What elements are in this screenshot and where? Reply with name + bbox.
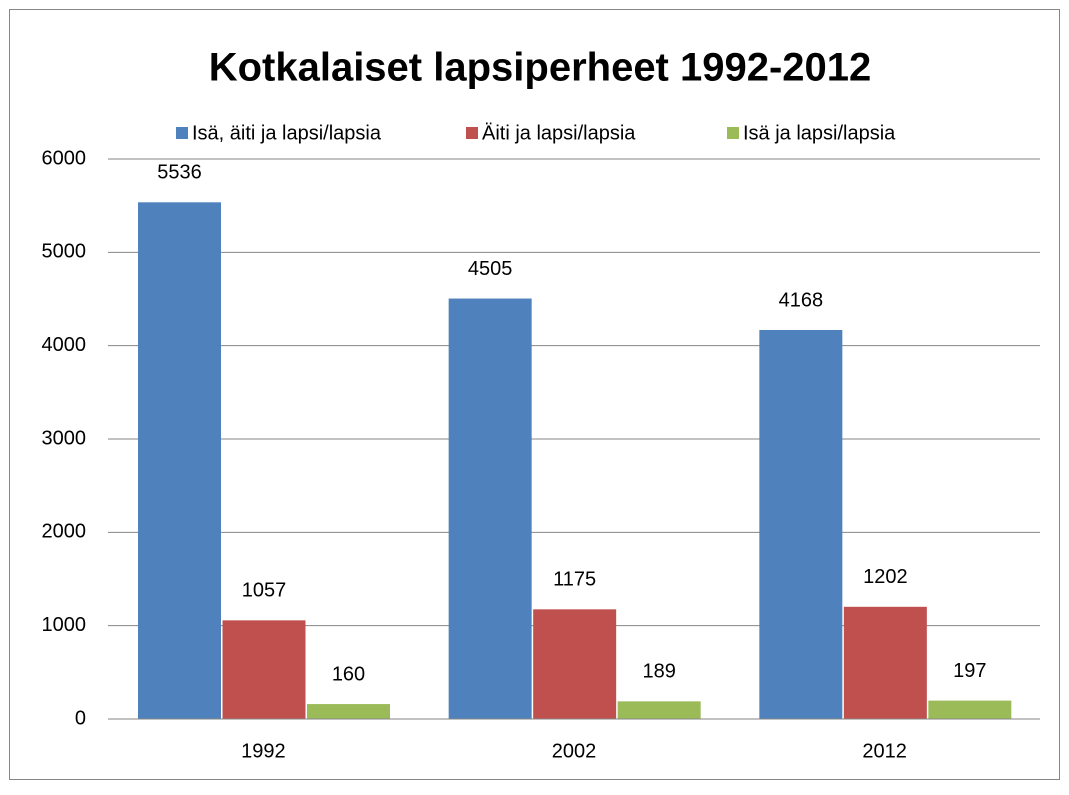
legend-swatch bbox=[466, 127, 478, 139]
legend-label: Äiti ja lapsi/lapsia bbox=[482, 122, 636, 144]
data-label: 1202 bbox=[863, 566, 908, 588]
y-tick-label: 2000 bbox=[42, 521, 87, 543]
bar bbox=[222, 620, 306, 719]
data-label: 5536 bbox=[157, 162, 202, 184]
bar bbox=[759, 329, 843, 719]
data-label: 189 bbox=[642, 661, 675, 683]
bar bbox=[533, 609, 617, 719]
data-label: 197 bbox=[953, 660, 986, 682]
data-label: 1057 bbox=[242, 580, 287, 602]
data-label: 160 bbox=[332, 663, 365, 685]
legend-label: Isä, äiti ja lapsi/lapsia bbox=[192, 122, 382, 144]
x-tick-label: 2012 bbox=[862, 740, 907, 762]
y-tick-label: 5000 bbox=[42, 241, 87, 263]
data-label: 4168 bbox=[779, 289, 824, 311]
bar bbox=[138, 202, 221, 720]
chart-title: Kotkalaiset lapsiperheet 1992-2012 bbox=[209, 46, 872, 90]
bar bbox=[843, 606, 927, 719]
bar bbox=[448, 298, 532, 719]
legend-swatch bbox=[727, 127, 739, 139]
bar bbox=[617, 701, 701, 719]
y-tick-label: 3000 bbox=[42, 427, 87, 449]
bar bbox=[928, 700, 1012, 719]
y-tick-label: 4000 bbox=[42, 334, 87, 356]
data-label: 1175 bbox=[553, 569, 596, 591]
y-tick-label: 1000 bbox=[42, 614, 87, 636]
y-tick-label: 0 bbox=[75, 707, 86, 729]
x-tick-label: 1992 bbox=[241, 740, 286, 762]
legend-label: Isä ja lapsi/lapsia bbox=[743, 122, 896, 144]
legend-swatch bbox=[176, 127, 188, 139]
bar bbox=[307, 704, 390, 719]
y-tick-label: 6000 bbox=[42, 147, 87, 169]
x-tick-label: 2002 bbox=[552, 740, 597, 762]
data-label: 4505 bbox=[468, 258, 513, 280]
